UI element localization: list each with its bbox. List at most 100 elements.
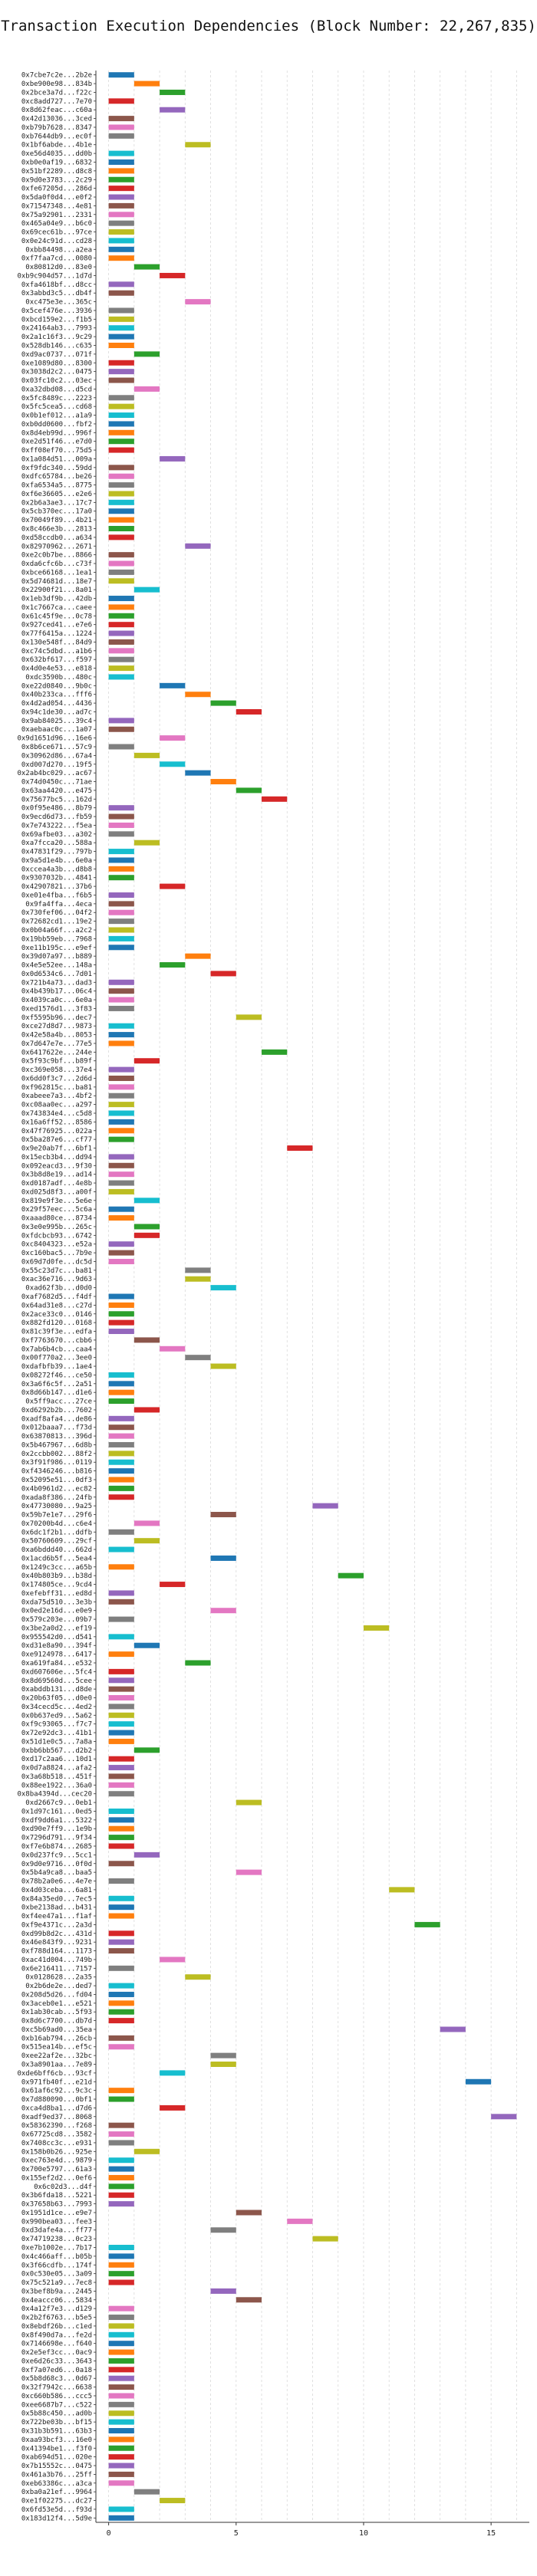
y-tick-label: 0xf9fdc340...59dd [21, 465, 92, 472]
y-tick-label: 0x1951d1ce...e9e7 [21, 2210, 92, 2217]
y-tick-label: 0x9fa4ffa...4eca [25, 901, 92, 909]
y-tick-label: 0x20b63f05...d0e0 [21, 1695, 92, 1703]
transaction-bar [210, 2052, 236, 2058]
transaction-bar [108, 1991, 134, 1997]
transaction-bar [108, 1102, 134, 1108]
y-tick-label: 0xba0a21ef...9964 [21, 2489, 92, 2496]
y-tick-label: 0x22900f21...8a01 [21, 586, 92, 594]
y-tick-label: 0xca4d8ba1...d7d6 [21, 2104, 92, 2112]
transaction-bar [210, 1555, 236, 1561]
transaction-bar [108, 831, 134, 837]
y-tick-label: 0x77f6415a...1224 [21, 630, 92, 638]
y-tick-label: 0x88ee1922...36a0 [21, 1782, 92, 1789]
transaction-bar [108, 124, 134, 130]
y-tick-label: 0xb0e0af19...6832 [21, 159, 92, 166]
transaction-bar [108, 1965, 134, 1971]
transaction-bar [108, 718, 134, 724]
transaction-bar [108, 2410, 134, 2417]
y-tick-label: 0xd31e8a90...394f [21, 1642, 92, 1650]
transaction-bar [108, 613, 134, 619]
y-tick-label: 0x882fd120...0168 [21, 1319, 92, 1327]
y-tick-label: 0x743834e4...c5d8 [21, 1110, 92, 1118]
y-tick-label: 0x7d647e7e...77e5 [21, 1040, 92, 1048]
transaction-bar [262, 1049, 288, 1055]
transaction-bar [210, 1608, 236, 1614]
y-tick-label: 0x1d97c161...0ed5 [21, 1808, 92, 1815]
transaction-bar [108, 1084, 134, 1090]
y-tick-label: 0x8d6c7700...db7d [21, 2018, 92, 2026]
y-tick-label: 0x0d6534c6...7d01 [21, 971, 92, 978]
transaction-bar [108, 1329, 134, 1335]
transaction-bar [108, 1092, 134, 1099]
transaction-bar [108, 1424, 134, 1431]
y-tick-label: 0x0d7a8824...afa2 [21, 1765, 92, 1773]
y-tick-label: 0x5ba287e6...cf77 [21, 1136, 92, 1144]
y-tick-label: 0x5fc5cea5...cd68 [21, 403, 92, 411]
y-tick-label: 0x8c466e3b...2813 [21, 525, 92, 533]
transaction-bar [491, 2114, 517, 2120]
x-tick-label: 5 [234, 2529, 239, 2538]
transaction-bar [108, 1128, 134, 1134]
y-tick-label: 0xe22d0840...9b0c [21, 682, 92, 690]
y-tick-label: 0x51d1e0c5...7a8a [21, 1738, 92, 1746]
y-tick-label: 0xc160bac5...7b9e [21, 1250, 92, 1257]
y-tick-label: 0xe1f02275...dc27 [21, 2498, 92, 2505]
y-tick-label: 0x7ab6b4cb...caa4 [21, 1346, 92, 1353]
y-tick-label: 0xac41d004...749b [21, 1957, 92, 1964]
transaction-bar [108, 2183, 134, 2190]
transaction-bar [236, 787, 262, 794]
transaction-bar [108, 369, 134, 375]
y-tick-label: 0x3b6fda18...5221 [21, 2192, 92, 2200]
y-tick-label: 0x5b88c450...ad0b [21, 2410, 92, 2418]
axes [94, 71, 529, 2525]
transaction-bar [108, 2166, 134, 2172]
transaction-bar [236, 2210, 262, 2216]
transaction-bar [312, 1503, 338, 1509]
y-tick-label: 0xd58ccdb0...a634 [21, 534, 92, 542]
transaction-bar [108, 1180, 134, 1186]
transaction-bar [108, 656, 134, 662]
y-tick-label: 0x7146698e...f640 [21, 2341, 92, 2348]
y-tick-label: 0x6fd53e5d...f93d [21, 2506, 92, 2514]
transaction-bar [108, 255, 134, 261]
transaction-bar [185, 543, 211, 549]
transaction-bar [108, 945, 134, 951]
transaction-bar [133, 1058, 160, 1064]
y-tick-label: 0x632bf617...f597 [21, 656, 92, 664]
transaction-bar [108, 2018, 134, 2024]
y-tick-label: 0x47f76925...022a [21, 1128, 92, 1135]
y-tick-label: 0x130e548f...84d9 [21, 639, 92, 646]
y-tick-label: 0x721b4a73...dad3 [21, 979, 92, 987]
transaction-bar [108, 1721, 134, 1727]
transaction-bar [414, 1921, 440, 1927]
transaction-bar [108, 892, 134, 898]
transaction-bar [108, 499, 134, 505]
transaction-bar [108, 1904, 134, 1911]
y-tick-label: 0x70049f89...4b21 [21, 517, 92, 524]
y-tick-label: 0xf7e6b874...2685 [21, 1843, 92, 1851]
transaction-bar [133, 1538, 160, 1544]
transaction-bar [338, 1572, 364, 1579]
y-tick-label: 0xd007d270...19f5 [21, 761, 92, 769]
y-tick-label: 0xefebff31...ed8d [21, 1590, 92, 1598]
y-tick-label: 0xaa93bcf3...16e0 [21, 2436, 92, 2444]
transaction-bar [210, 971, 236, 977]
y-tick-label: 0x0128628...2a35 [25, 1974, 92, 1982]
transaction-bar [236, 1869, 262, 1875]
y-tick-label: 0xab694d51...020e [21, 2454, 92, 2462]
y-tick-label: 0x19bb59eb...7968 [21, 935, 92, 943]
y-tick-label: 0x2b6a3ae3...17c7 [21, 499, 92, 507]
y-tick-label: 0xf788d164...1173 [21, 1948, 92, 1956]
transaction-bar [108, 813, 134, 820]
y-tick-label: 0x51bf2289...d8c8 [21, 168, 92, 176]
y-tick-label: 0x67725cd8...3582 [21, 2131, 92, 2139]
transaction-bar [185, 1267, 211, 1273]
y-tick-label: 0xc660b586...ccc5 [21, 2393, 92, 2400]
y-tick-label: 0x8d62feac...c60a [21, 107, 92, 114]
y-tick-label: 0x3e0e995b...265c [21, 1224, 92, 1231]
transaction-bar [108, 2271, 134, 2277]
transaction-bar [108, 1564, 134, 1570]
y-tick-label: 0x4e5e52ee...148a [21, 962, 92, 970]
y-tick-label: 0x5d74681d...18e7 [21, 578, 92, 586]
